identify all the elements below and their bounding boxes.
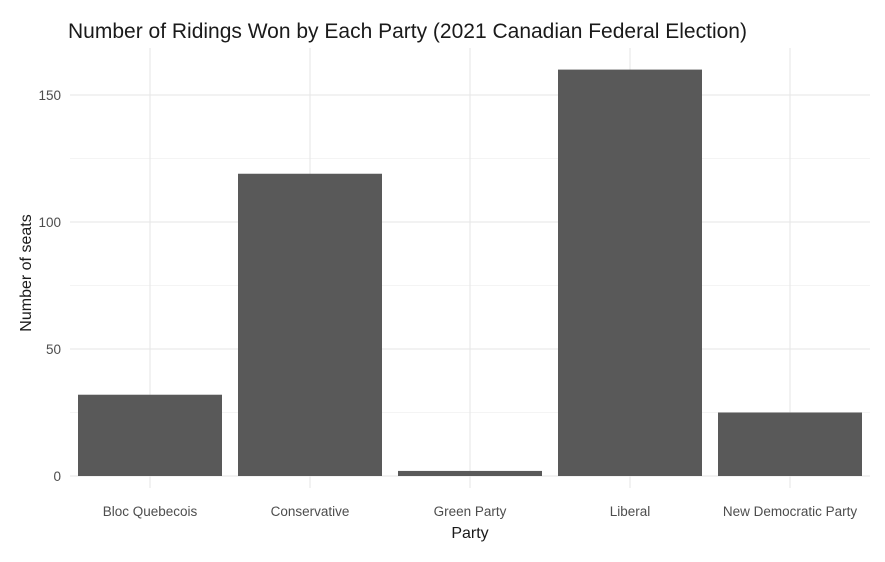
x-tick-label: Bloc Quebecois <box>103 504 198 519</box>
bar-liberal <box>558 69 702 476</box>
bar-new-democratic-party <box>718 412 862 476</box>
x-axis-ticks: Bloc Quebecois Conservative Green Party Lib… <box>103 504 858 519</box>
x-tick-label: Liberal <box>610 504 651 519</box>
y-axis-title: Number of seats <box>18 214 35 331</box>
y-tick-label: 0 <box>53 469 61 484</box>
y-axis-ticks: 0 50 100 150 <box>38 88 61 484</box>
y-tick-label: 100 <box>38 215 61 230</box>
bars <box>78 69 862 477</box>
bar-green-party <box>398 470 542 476</box>
y-tick-label: 150 <box>38 88 61 103</box>
y-tick-label: 50 <box>46 342 61 357</box>
chart-title: Number of Ridings Won by Each Party (202… <box>68 20 747 43</box>
x-tick-label: Green Party <box>434 504 507 519</box>
x-tick-label: Conservative <box>271 504 350 519</box>
bar-conservative <box>238 173 382 477</box>
bar-bloc-quebecois <box>78 394 222 476</box>
x-tick-label: New Democratic Party <box>723 504 858 519</box>
x-axis-title: Party <box>451 525 488 542</box>
